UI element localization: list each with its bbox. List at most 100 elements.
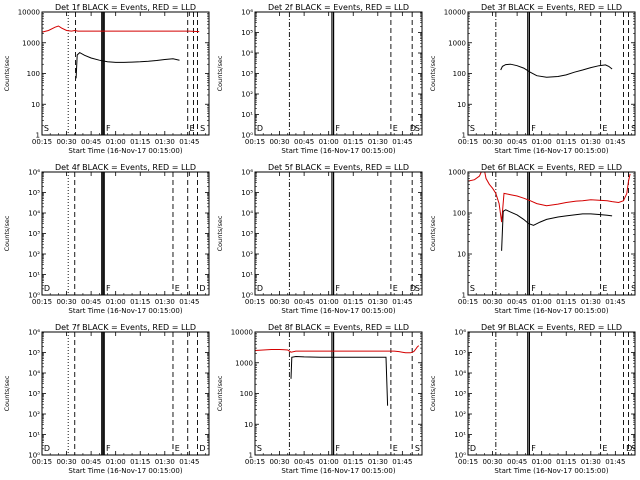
y-tick-label: 10³ — [454, 390, 466, 398]
x-tick-label: 01:30 — [155, 458, 175, 466]
x-axis-label: Start Time (16-Nov-17 00:15:00) — [281, 467, 395, 475]
time-marker-label: F — [335, 284, 340, 293]
x-tick-label: 00:15 — [245, 138, 265, 146]
x-tick-label: 00:15 — [245, 298, 265, 306]
x-tick-label: 00:15 — [32, 458, 52, 466]
y-axis-label: Counts/sec — [216, 55, 224, 91]
time-marker-label: E — [393, 284, 398, 293]
y-tick-label: 10000 — [444, 9, 466, 17]
time-marker-label: S — [415, 444, 420, 453]
time-marker-label: E — [175, 444, 180, 453]
x-tick-label: 01:15 — [343, 298, 363, 306]
y-tick-label: 10⁴ — [28, 370, 40, 378]
y-axis-label: Counts/sec — [3, 55, 11, 91]
y-axis-label: Counts/sec — [429, 215, 437, 251]
time-marker-label: D — [410, 284, 416, 293]
y-tick-label: 10¹ — [454, 431, 466, 439]
y-tick-label: 10⁶ — [241, 9, 253, 17]
x-axis-label: Start Time (16-Nov-17 00:15:00) — [281, 147, 395, 155]
y-tick-label: 1 — [249, 452, 253, 460]
x-tick-label: 01:00 — [532, 458, 552, 466]
y-tick-label: 100 — [27, 70, 40, 78]
chart-title: Det 5f BLACK = Events, RED = LLD — [268, 163, 409, 172]
x-tick-label: 01:15 — [343, 458, 363, 466]
y-tick-label: 10⁵ — [454, 349, 466, 357]
x-tick-label: 01:30 — [368, 138, 388, 146]
x-tick-label: 01:00 — [106, 138, 126, 146]
x-tick-label: 01:15 — [556, 138, 576, 146]
y-tick-label: 10⁰ — [241, 132, 253, 140]
y-tick-label: 10000 — [231, 329, 253, 337]
y-tick-label: 10¹ — [28, 431, 40, 439]
x-tick-label: 00:15 — [32, 298, 52, 306]
x-tick-label: 00:45 — [294, 298, 314, 306]
x-axis-label: Start Time (16-Nov-17 00:15:00) — [68, 147, 182, 155]
x-tick-label: 00:30 — [269, 458, 289, 466]
series-lld-line — [42, 25, 200, 33]
x-tick-label: 01:45 — [605, 138, 625, 146]
y-axis-label: Counts/sec — [3, 375, 11, 411]
y-tick-label: 10⁴ — [28, 210, 40, 218]
y-tick-label: 10⁵ — [28, 189, 40, 197]
time-marker-label: S — [631, 124, 636, 133]
y-tick-label: 1000 — [22, 39, 40, 47]
time-marker-label: E — [602, 124, 607, 133]
plot-frame — [254, 171, 423, 296]
series-lld-line — [468, 172, 631, 223]
y-tick-label: 1 — [462, 132, 466, 140]
x-tick-label: 00:15 — [458, 458, 478, 466]
time-marker-label: S — [631, 444, 636, 453]
x-tick-label: 01:00 — [319, 298, 339, 306]
plot-frame — [467, 331, 636, 456]
x-tick-label: 00:30 — [56, 458, 76, 466]
time-marker-label: D — [199, 444, 205, 453]
y-axis-label: Counts/sec — [216, 215, 224, 251]
x-tick-label: 01:30 — [155, 138, 175, 146]
x-tick-label: 00:45 — [294, 458, 314, 466]
y-tick-label: 100 — [453, 210, 466, 218]
y-axis-label: Counts/sec — [429, 375, 437, 411]
y-tick-label: 10⁶ — [28, 169, 40, 177]
time-marker-label: E — [602, 284, 607, 293]
x-tick-label: 01:00 — [106, 458, 126, 466]
x-tick-label: 00:30 — [269, 138, 289, 146]
x-tick-label: 00:45 — [81, 298, 101, 306]
chart-title: Det 3f BLACK = Events, RED = LLD — [481, 3, 622, 12]
chart-panel-4: Det 4f BLACK = Events, RED = LLD D F E D 10⁰ 1… — [3, 163, 210, 315]
x-tick-label: 01:15 — [130, 138, 150, 146]
y-tick-label: 10⁵ — [241, 29, 253, 37]
x-tick-label: 00:15 — [32, 138, 52, 146]
y-tick-label: 10 — [244, 421, 253, 429]
x-tick-label: 01:30 — [368, 298, 388, 306]
time-marker-label: F — [531, 284, 536, 293]
y-tick-label: 10⁰ — [28, 292, 40, 300]
y-tick-label: 10⁶ — [241, 169, 253, 177]
y-tick-label: 10⁴ — [454, 370, 466, 378]
y-tick-label: 10 — [31, 101, 40, 109]
time-marker-label: S — [44, 124, 49, 133]
chart-title: Det 6f BLACK = Events, RED = LLD — [481, 163, 622, 172]
y-tick-label: 10¹ — [28, 271, 40, 279]
time-marker-label: F — [106, 284, 111, 293]
x-tick-label: 00:15 — [245, 458, 265, 466]
y-tick-label: 10⁶ — [28, 329, 40, 337]
chart-title: Det 9f BLACK = Events, RED = LLD — [481, 323, 622, 332]
x-tick-label: 00:45 — [507, 458, 527, 466]
plot-area: D F E DS — [257, 172, 420, 295]
x-tick-label: 01:00 — [106, 298, 126, 306]
time-marker-label: D — [257, 124, 263, 133]
y-tick-label: 10³ — [241, 230, 253, 238]
time-marker-label: S — [257, 444, 262, 453]
x-axis-label: Start Time (16-Nov-17 00:15:00) — [68, 467, 182, 475]
x-axis-label: Start Time (16-Nov-17 00:15:00) — [494, 147, 608, 155]
time-marker-label: D — [257, 284, 263, 293]
x-tick-label: 00:30 — [482, 138, 502, 146]
